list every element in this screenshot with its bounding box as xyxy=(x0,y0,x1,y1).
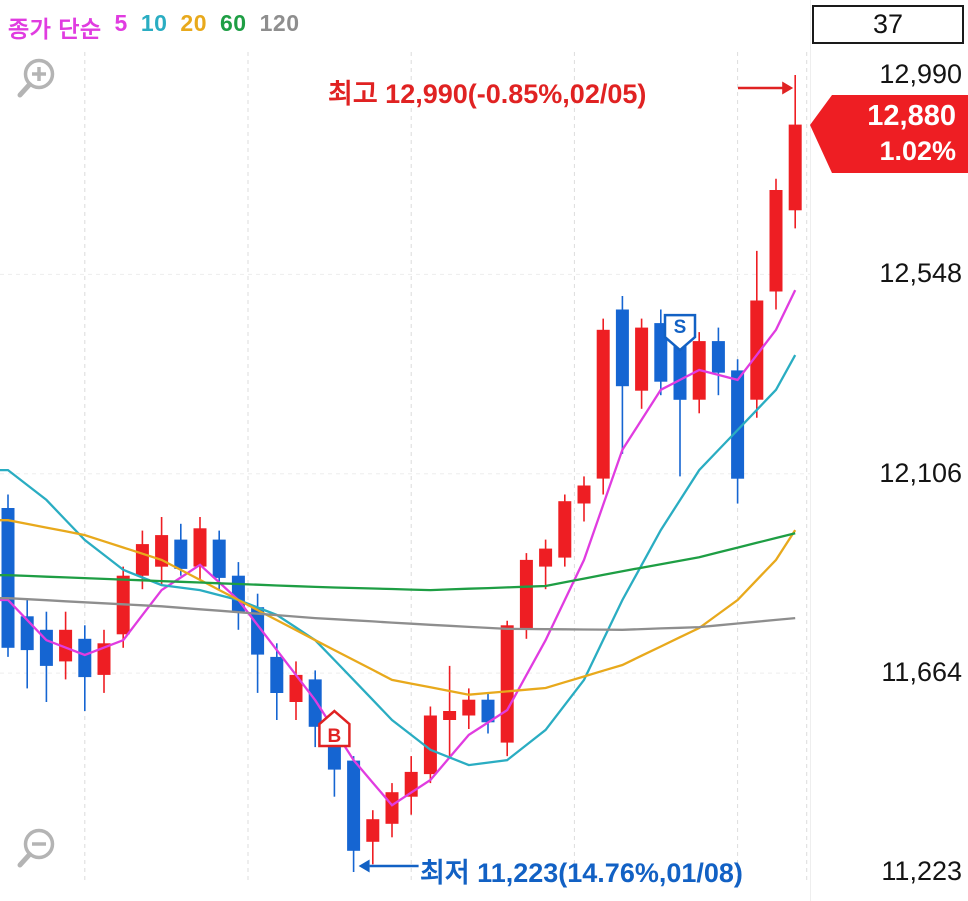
current-price-value: 12,880 xyxy=(867,100,956,132)
gridlines xyxy=(0,52,810,880)
candle xyxy=(731,370,745,479)
moving-average-lines xyxy=(0,289,797,807)
candle xyxy=(174,539,188,569)
candle xyxy=(558,501,572,558)
candle xyxy=(135,544,149,576)
ma20-line xyxy=(0,519,797,696)
buy-marker: B xyxy=(318,709,351,748)
magnifier-plus-icon xyxy=(17,58,55,98)
ma120-line xyxy=(0,597,796,631)
legend-item-10: 10 xyxy=(140,10,168,36)
legend-item-5: 5 xyxy=(114,10,128,36)
svg-text:B: B xyxy=(328,726,342,747)
ma10-line xyxy=(0,354,797,767)
candle xyxy=(711,341,725,373)
candle xyxy=(539,548,553,567)
legend-item-60: 60 xyxy=(220,10,247,36)
ma5-line xyxy=(0,289,797,807)
candle xyxy=(385,792,399,824)
candle xyxy=(193,528,207,567)
candle xyxy=(577,485,591,504)
candle xyxy=(769,190,783,292)
low-annotation: 최저 11,223(14.76%,01/08) xyxy=(420,858,743,888)
candle xyxy=(500,625,514,743)
legend-item-20: 20 xyxy=(180,10,208,36)
legend-item-title: 종가 단순 xyxy=(8,16,102,42)
candle xyxy=(596,329,610,479)
candle xyxy=(443,711,457,720)
candle xyxy=(347,760,361,851)
candle xyxy=(270,656,284,693)
magnifier-minus-icon xyxy=(17,828,55,868)
zoom-out-button[interactable] xyxy=(12,825,62,875)
legend-item-120: 120 xyxy=(259,10,300,36)
candle xyxy=(423,715,437,775)
low-annotation-arrow xyxy=(358,859,419,873)
high-annotation-arrow xyxy=(738,81,794,95)
candle xyxy=(519,559,533,630)
current-price-change: 1.02% xyxy=(879,136,956,166)
candle xyxy=(615,309,629,387)
candle xyxy=(39,629,53,666)
chart-legend: 종가 단순 5 10 20 60 120 xyxy=(8,10,299,44)
candle xyxy=(59,629,73,662)
candle xyxy=(308,679,322,727)
candle xyxy=(788,124,802,211)
candle xyxy=(212,539,226,578)
svg-text:S: S xyxy=(674,317,687,338)
zoom-in-button[interactable] xyxy=(12,55,62,105)
candle xyxy=(78,638,92,678)
candle xyxy=(97,643,111,675)
candle xyxy=(635,327,649,391)
candle xyxy=(289,674,303,702)
candle xyxy=(1,508,15,648)
candle xyxy=(462,699,476,716)
candle xyxy=(673,332,687,400)
countdown-box: 37 xyxy=(812,5,964,44)
candle xyxy=(750,300,764,400)
ma60-line xyxy=(0,532,796,592)
current-price-badge: 12,880 1.02% xyxy=(810,95,968,173)
candle xyxy=(481,699,495,723)
sell-marker: S xyxy=(663,313,697,352)
candles xyxy=(1,75,802,872)
high-annotation: 최고 12,990(-0.85%,02/05) xyxy=(328,79,647,109)
candle xyxy=(366,819,380,842)
